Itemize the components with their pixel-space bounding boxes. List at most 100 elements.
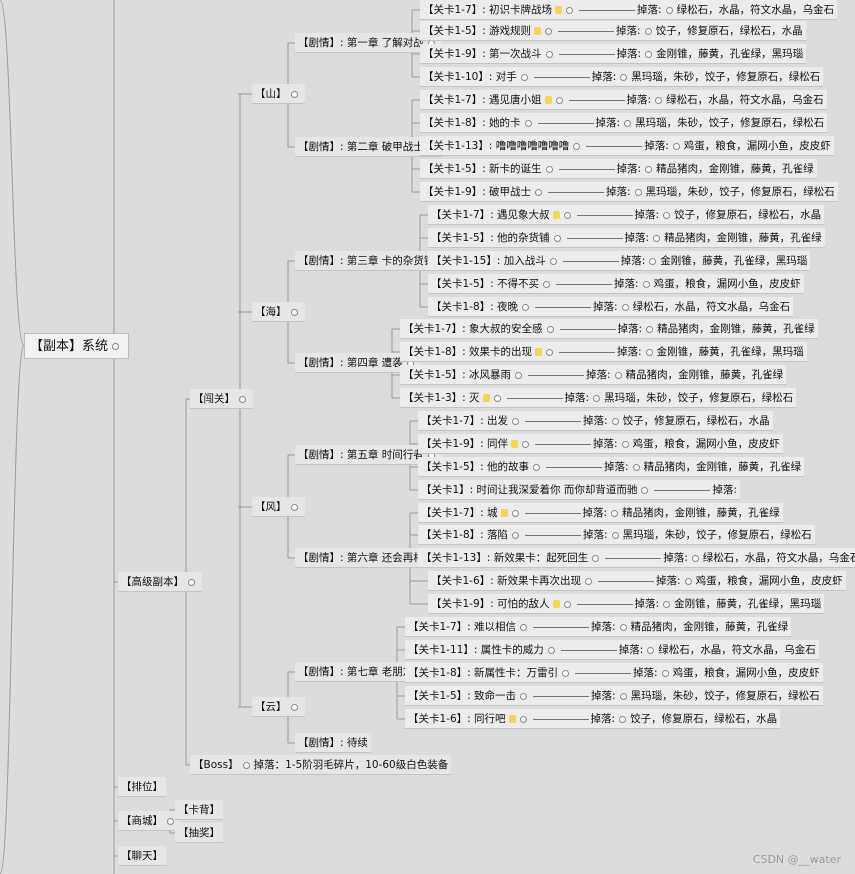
level-node[interactable]: 【关卡1-15】: 加入战斗 掉落: 金刚锥，藤黄，孔雀绿，黑玛瑙 bbox=[428, 251, 811, 271]
node-kabei[interactable]: 【卡背】 bbox=[175, 800, 223, 820]
collapse-dot-icon[interactable] bbox=[545, 50, 553, 58]
level-name: 【关卡1-10】: 对手 bbox=[423, 71, 517, 83]
collapse-dot-icon[interactable] bbox=[519, 715, 527, 723]
collapse-dot-icon[interactable] bbox=[547, 646, 555, 654]
level-node[interactable]: 【关卡1-5】: 冰风暴雨 掉落: 精品猪肉，金刚锥，藤黄，孔雀绿 bbox=[400, 365, 787, 385]
collapse-dot-icon[interactable] bbox=[512, 531, 520, 539]
level-node[interactable]: 【关卡1-7】: 初识卡牌战场 掉落: 绿松石，水晶，符文水晶，乌金石 bbox=[420, 0, 838, 20]
level-node[interactable]: 【关卡1-10】: 对手 掉落: 黑玛瑙，朱砂，饺子，修复原石，绿松石 bbox=[420, 67, 824, 87]
collapse-dot-icon[interactable] bbox=[563, 211, 571, 219]
level-node[interactable]: 【关卡1-13】: 噜噜噜噜噜噜噜 掉落: 鸡蛋，粮食，漏网小鱼，皮皮虾 bbox=[420, 136, 834, 156]
node-paiwei[interactable]: 【排位】 bbox=[118, 777, 166, 797]
level-node[interactable]: 【关卡1-9】: 可怕的敌人 掉落: 金刚锥，藤黄，孔雀绿，黑玛瑙 bbox=[428, 594, 825, 614]
level-node[interactable]: 【关卡1-3】: 灭 掉落: 黑玛瑙，朱砂，饺子，修复原石，绿松石 bbox=[400, 388, 797, 408]
chapter-1[interactable]: 【剧情】: 第二章 破甲战士 bbox=[295, 137, 442, 157]
collapse-dot-icon[interactable] bbox=[533, 463, 541, 471]
region-2[interactable]: 【风】 bbox=[252, 497, 305, 517]
collapse-dot-icon[interactable] bbox=[522, 303, 530, 311]
level-node[interactable]: 【关卡1-7】: 难以相信 掉落: 精品猪肉，金刚锥，藤黄，孔雀绿 bbox=[405, 617, 792, 637]
collapse-dot-icon[interactable] bbox=[549, 257, 557, 265]
region-0[interactable]: 【山】 bbox=[252, 84, 305, 104]
collapse-dot-icon[interactable] bbox=[188, 578, 195, 586]
drop-label: 掉落: bbox=[593, 301, 618, 313]
collapse-dot-icon[interactable] bbox=[512, 417, 520, 425]
collapse-dot-icon[interactable] bbox=[522, 440, 530, 448]
collapse-dot-icon[interactable] bbox=[524, 119, 532, 127]
collapse-dot-icon[interactable] bbox=[535, 188, 543, 196]
collapse-dot-icon[interactable] bbox=[112, 343, 120, 350]
level-node[interactable]: 【关卡1-5】: 致命一击 掉落: 黑玛瑙，朱砂，饺子，修复原石，绿松石 bbox=[405, 686, 823, 706]
level-node[interactable]: 【关卡1-7】: 出发 掉落: 饺子，修复原石，绿松石，水晶 bbox=[418, 411, 773, 431]
level-name: 【关卡1】: 时间让我深爱着你 而你却背道而驰 bbox=[421, 484, 638, 496]
node-boss[interactable]: 【Boss】 掉落：1-5阶羽毛碎片，10-60级白色装备 bbox=[190, 755, 452, 775]
chapter-label-0: 【剧情】: 第一章 了解对战 bbox=[298, 37, 424, 49]
level-node[interactable]: 【关卡1-8】: 落陷 掉落: 黑玛瑙，朱砂，饺子，修复原石，绿松石 bbox=[418, 525, 815, 545]
level-node[interactable]: 【关卡1-7】: 城 掉落: 精品猪肉，金刚锥，藤黄，孔雀绿 bbox=[418, 503, 783, 523]
collapse-dot-icon[interactable] bbox=[511, 509, 519, 517]
collapse-dot-icon[interactable] bbox=[545, 27, 553, 35]
collapse-dot-icon[interactable] bbox=[562, 669, 570, 677]
node-liaotian[interactable]: 【聊天】 bbox=[118, 846, 166, 866]
collapse-dot-icon[interactable] bbox=[641, 486, 649, 494]
collapse-dot-icon[interactable] bbox=[585, 577, 593, 585]
level-node[interactable]: 【关卡1-11】: 属性卡的威力 掉落: 绿松石，水晶，符文水晶，乌金石 bbox=[405, 640, 819, 660]
level-node[interactable]: 【关卡1】: 时间让我深爱着你 而你却背道而驰 掉落: bbox=[418, 480, 740, 500]
level-node[interactable]: 【关卡1-7】: 遇见象大叔 掉落: 饺子，修复原石，绿松石，水晶 bbox=[428, 205, 825, 225]
level-node[interactable]: 【关卡1-8】: 效果卡的出现 掉落: 金刚锥，藤黄，孔雀绿，黑玛瑙 bbox=[400, 342, 807, 362]
chapter-7[interactable]: 【剧情】: 待续 bbox=[295, 733, 371, 753]
chapter-2[interactable]: 【剧情】: 第三章 卡的杂货铺 bbox=[295, 251, 453, 271]
chapter-5[interactable]: 【剧情】: 第六章 还会再相遇 bbox=[295, 548, 453, 568]
collapse-dot-icon[interactable] bbox=[545, 165, 553, 173]
connector-line bbox=[575, 672, 632, 674]
collapse-dot-icon[interactable] bbox=[290, 308, 298, 316]
region-3[interactable]: 【云】 bbox=[252, 697, 305, 717]
collapse-dot-icon[interactable] bbox=[592, 554, 600, 562]
level-node[interactable]: 【关卡1-5】: 他的杂货铺 掉落: 精品猪肉，金刚锥，藤黄，孔雀绿 bbox=[428, 228, 825, 248]
level-node[interactable]: 【关卡1-7】: 遇见唐小姐 掉落: 绿松石，水晶，符文水晶，乌金石 bbox=[420, 90, 827, 110]
level-node[interactable]: 【关卡1-8】: 她的卡 掉落: 黑玛瑙，朱砂，饺子，修复原石，绿松石 bbox=[420, 113, 828, 133]
level-node[interactable]: 【关卡1-8】: 新属性卡：万雷引 掉落: 鸡蛋，粮食，漏网小鱼，皮皮虾 bbox=[405, 663, 823, 683]
collapse-dot-icon[interactable] bbox=[520, 73, 528, 81]
collapse-dot-icon[interactable] bbox=[290, 90, 298, 98]
collapse-dot-icon[interactable] bbox=[553, 234, 561, 242]
level-node[interactable]: 【关卡1-5】: 不得不买 掉落: 鸡蛋，粮食，漏网小鱼，皮皮虾 bbox=[428, 274, 804, 294]
level-name: 【关卡1-7】: 初识卡牌战场 bbox=[423, 4, 553, 16]
level-node[interactable]: 【关卡1-9】: 同伴 掉落: 鸡蛋，粮食，漏网小鱼，皮皮虾 bbox=[418, 434, 783, 454]
collapse-dot-icon[interactable] bbox=[239, 395, 246, 403]
collapse-dot-icon[interactable] bbox=[546, 325, 554, 333]
level-node[interactable]: 【关卡1-5】: 游戏规则 掉落: 饺子，修复原石，绿松石，水晶 bbox=[420, 21, 806, 41]
collapse-dot-icon[interactable] bbox=[566, 6, 574, 14]
level-node[interactable]: 【关卡1-13】: 新效果卡：起死回生 掉落: 绿松石，水晶，符文水晶，乌金石 bbox=[418, 548, 855, 568]
level-node[interactable]: 【关卡1-6】: 同行吧 掉落: 饺子，修复原石，绿松石，水晶 bbox=[405, 709, 781, 729]
collapse-dot-icon[interactable] bbox=[167, 817, 174, 825]
chapter-label-3: 【剧情】: 第四章 遭袭 bbox=[298, 357, 403, 369]
chapter-0[interactable]: 【剧情】: 第一章 了解对战 bbox=[295, 33, 442, 53]
level-node[interactable]: 【关卡1-9】: 第一次战斗 掉落: 金刚锥，藤黄，孔雀绿，黑玛瑙 bbox=[420, 44, 807, 64]
collapse-dot-icon[interactable] bbox=[520, 623, 528, 631]
region-1[interactable]: 【海】 bbox=[252, 302, 305, 322]
chapter-4[interactable]: 【剧情】: 第五章 时间行者 bbox=[295, 445, 442, 465]
node-shangcheng[interactable]: 【商城】 bbox=[118, 811, 181, 831]
connector-line bbox=[558, 30, 615, 32]
collapse-dot-icon[interactable] bbox=[290, 703, 298, 711]
collapse-dot-icon[interactable] bbox=[546, 348, 554, 356]
collapse-dot-icon[interactable] bbox=[290, 503, 298, 511]
collapse-dot-icon[interactable] bbox=[520, 692, 528, 700]
collapse-dot-icon[interactable] bbox=[493, 394, 501, 402]
level-node[interactable]: 【关卡1-5】: 新卡的诞生 掉落: 精品猪肉，金刚锥，藤黄，孔雀绿 bbox=[420, 159, 817, 179]
collapse-dot-icon[interactable] bbox=[573, 142, 581, 150]
root-node[interactable]: 【副本】系统 bbox=[24, 333, 130, 359]
level-node[interactable]: 【关卡1-9】: 破甲战士 掉落: 黑玛瑙，朱砂，饺子，修复原石，绿松石 bbox=[420, 182, 838, 202]
chapter-3[interactable]: 【剧情】: 第四章 遭袭 bbox=[295, 353, 421, 373]
node-chuangguan[interactable]: 【闯关】 bbox=[190, 389, 253, 409]
collapse-dot-icon[interactable] bbox=[563, 600, 571, 608]
node-gaoji[interactable]: 【高级副本】 bbox=[118, 572, 202, 592]
level-node[interactable]: 【关卡1-7】: 象大叔的安全感 掉落: 精品猪肉，金刚锥，藤黄，孔雀绿 bbox=[400, 319, 818, 339]
level-node[interactable]: 【关卡1-8】: 夜晚 掉落: 绿松石，水晶，符文水晶，乌金石 bbox=[428, 297, 794, 317]
level-node[interactable]: 【关卡1-5】: 他的故事 掉落: 精品猪肉，金刚锥，藤黄，孔雀绿 bbox=[418, 457, 805, 477]
level-node[interactable]: 【关卡1-6】: 新效果卡再次出现 掉落: 鸡蛋，粮食，漏网小鱼，皮皮虾 bbox=[428, 571, 846, 591]
node-choujiang[interactable]: 【抽奖】 bbox=[175, 823, 223, 843]
collapse-dot-icon[interactable] bbox=[555, 96, 563, 104]
collapse-dot-icon[interactable] bbox=[543, 280, 551, 288]
collapse-dot-icon[interactable] bbox=[515, 371, 523, 379]
